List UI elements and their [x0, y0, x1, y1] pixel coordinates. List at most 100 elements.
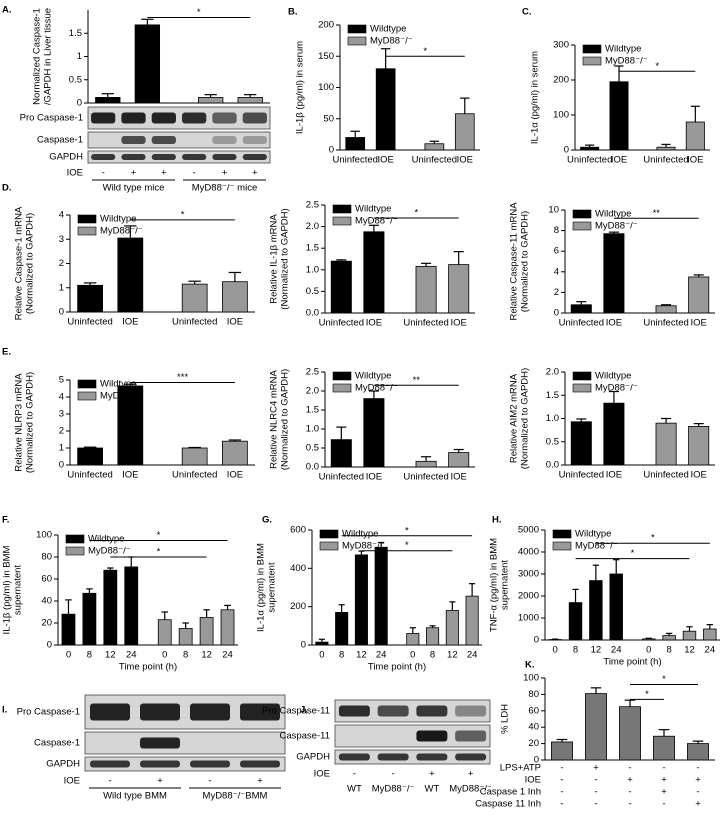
y-tick-label: 1.5 [546, 390, 559, 401]
lane-sign: + [131, 168, 137, 179]
legend-label: Wildtype [595, 371, 631, 382]
bar [415, 265, 437, 314]
bar [415, 460, 437, 468]
blot-row-label: Caspase-1 [37, 135, 83, 146]
bar [354, 554, 368, 646]
x-tick-label: 24 [376, 650, 387, 661]
blot-band [455, 753, 487, 761]
y-tick-label: 3000 [518, 569, 539, 580]
blot-band [91, 112, 116, 124]
y-tick-label: 200 [553, 75, 569, 86]
y-tick-label: 0 [554, 308, 559, 319]
blot-row-label: Pro Caspase-1 [20, 113, 83, 124]
blot-row-label: Pro Caspase-1 [17, 707, 80, 718]
y-tick-label: 0 [59, 460, 64, 471]
y-tick-label: 0.0 [306, 462, 319, 473]
y-tick-label: 100 [36, 530, 52, 541]
bar [315, 641, 329, 646]
legend-label: Wildtype [575, 529, 611, 540]
bar [551, 741, 573, 761]
x-tick-label: IOE [691, 318, 707, 329]
bar [330, 260, 352, 314]
legend-swatch [77, 379, 97, 389]
significance-label: * [645, 689, 649, 700]
blot-band [90, 760, 130, 768]
bar [363, 231, 385, 314]
bar [335, 612, 349, 646]
legend-swatch [572, 383, 592, 393]
x-tick-label: IOE [366, 472, 382, 483]
y-axis-label: (Normalized to GAPDH) [520, 211, 531, 312]
bar [570, 304, 592, 314]
y-axis-label: Relative IL-1β mRNA [269, 214, 280, 304]
y-axis-label: Relative NLRC4 mRNA [269, 369, 280, 468]
bar [570, 421, 592, 466]
y-axis-label: (Normalized to GAPDH) [280, 369, 291, 470]
bar [703, 628, 717, 641]
y-tick-label: 5 [59, 375, 64, 386]
blot-band [140, 737, 180, 749]
y-axis-label: Relative Caspase-1 mRNA [14, 206, 25, 320]
x-tick-label: 8 [87, 650, 92, 661]
x-tick-label: 8 [339, 650, 344, 661]
blot-band [140, 760, 180, 768]
bar [426, 627, 440, 646]
bar [77, 447, 103, 466]
legend-swatch [65, 534, 85, 544]
x-tick-label: 12 [591, 645, 602, 656]
legend-swatch [572, 209, 592, 219]
y-tick-label: 10 [548, 205, 559, 216]
x-tick-label: 0 [66, 650, 71, 661]
x-tick-label: IOE [451, 472, 467, 483]
legend-label: MyD88⁻/⁻ [575, 541, 618, 552]
legend-swatch [319, 529, 339, 539]
legend-label: MyD88⁻/⁻ [595, 221, 638, 232]
bar [687, 743, 709, 761]
significance-label: * [157, 530, 161, 541]
treatment-label: IOE [64, 776, 80, 787]
y-axis-label: (Normalized to GAPDH) [25, 372, 36, 473]
legend-label: Wildtype [355, 204, 391, 215]
legend-swatch [77, 391, 97, 401]
group-label: WT [347, 784, 362, 795]
bar [655, 305, 677, 314]
y-axis-label: TNF-α (pg/ml) in BMM [489, 538, 500, 632]
table-cell: - [560, 787, 563, 798]
bar [222, 281, 248, 313]
x-tick-label: IOE [606, 318, 622, 329]
legend-label: MyD88⁻/⁻ [605, 56, 648, 67]
table-cell: - [560, 775, 563, 786]
bar [61, 613, 76, 646]
legend-swatch [582, 44, 602, 54]
x-tick-label: IOE [122, 470, 138, 481]
significance-label: * [157, 547, 161, 558]
blot-band [455, 705, 487, 717]
y-tick-label: 80 [41, 552, 52, 563]
x-tick-label: 8 [666, 645, 671, 656]
y-tick-label: 2.0 [306, 221, 319, 232]
significance-label: *** [177, 372, 188, 383]
bar [237, 97, 263, 104]
group-label: MyD88⁻/⁻ [449, 784, 492, 795]
y-axis-label: IL-1β (pg/ml) in serum [295, 41, 306, 134]
y-tick-label: 20 [528, 738, 539, 749]
bar [603, 402, 625, 466]
group-label: MyD88⁻/⁻ mice [192, 183, 257, 194]
y-tick-label: 6 [554, 246, 559, 257]
x-tick-label: IOE [366, 318, 382, 329]
bar [603, 233, 625, 314]
bar [568, 602, 583, 641]
bar [345, 137, 366, 151]
y-tick-label: 1.0 [546, 413, 559, 424]
panel-letter: D. [2, 183, 12, 194]
legend-label: MyD88⁻/⁻ [342, 541, 385, 552]
significance-label: * [405, 540, 409, 551]
table-cell: - [594, 775, 597, 786]
x-tick-label: Uninfected [643, 318, 688, 329]
y-axis-label: Relative AIM2 mRNA [509, 373, 520, 463]
significance-label: ** [413, 375, 421, 386]
legend-swatch [332, 383, 352, 393]
legend-swatch [347, 36, 367, 46]
y-tick-label: 2.5 [306, 200, 319, 211]
y-axis-label: Relative Caspase-11 mRNA [509, 202, 520, 321]
